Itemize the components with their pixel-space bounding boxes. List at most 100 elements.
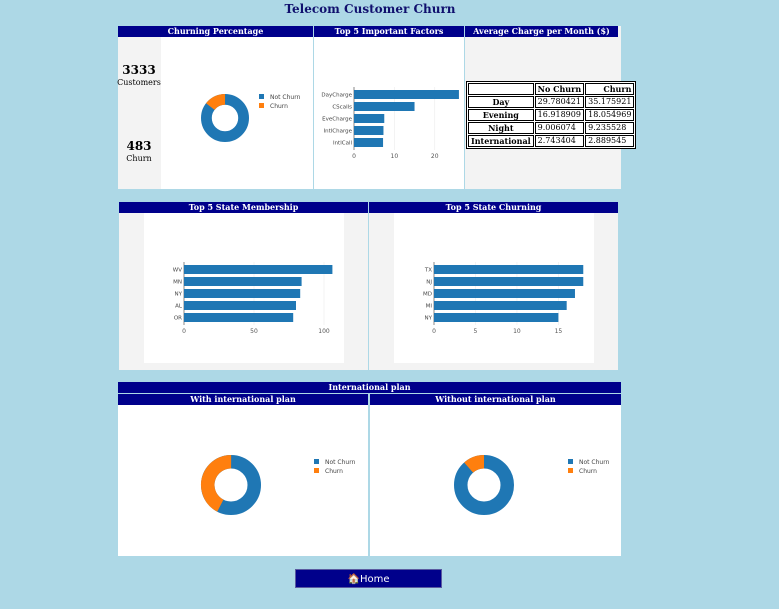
legend-label: Not Churn xyxy=(579,459,610,466)
corner-cell xyxy=(468,83,534,95)
bar xyxy=(184,277,302,286)
col-header-churn: Churn xyxy=(585,83,635,95)
legend-swatch xyxy=(314,459,319,464)
stats-column xyxy=(118,37,161,189)
slice-not-churn xyxy=(454,455,514,515)
category-label: EveCharge xyxy=(322,117,352,123)
bar xyxy=(354,90,459,99)
row-label: International xyxy=(468,135,534,147)
no-churn-cell: 2.743404 xyxy=(534,135,585,147)
without-intl-panel xyxy=(370,394,621,556)
state-churning-header: Top 5 State Churning xyxy=(369,202,618,213)
category-label: MI xyxy=(426,304,433,310)
category-label: NY xyxy=(175,292,183,298)
churn-percentage-header: Churning Percentage xyxy=(118,26,313,37)
churn-label: Churn xyxy=(126,154,152,163)
tick-label: 10 xyxy=(513,328,521,335)
tick-label: 15 xyxy=(555,328,563,335)
with-intl-donut xyxy=(200,455,261,515)
with-intl-header: With international plan xyxy=(118,394,368,405)
tick-label: 0 xyxy=(182,328,186,335)
category-label: OR xyxy=(174,316,182,322)
bar xyxy=(434,289,575,298)
category-label: TX xyxy=(424,268,432,274)
without-intl-header: Without international plan xyxy=(370,394,621,405)
bar xyxy=(354,138,384,147)
bar xyxy=(354,114,385,123)
bar xyxy=(184,313,294,322)
factors-chart: 0 10 20 DayCharge CScalls EveCharge IntlCharge… xyxy=(321,87,459,160)
slice-churn xyxy=(200,93,250,142)
churn-cell: 9.235528 xyxy=(585,122,635,134)
bar xyxy=(354,102,415,111)
international-plan-header: International plan xyxy=(118,382,621,393)
row-label: Night xyxy=(468,122,534,134)
legend-label: Churn xyxy=(270,103,288,110)
col-header-no-churn: No Churn xyxy=(534,83,585,95)
table-row: Day 29.780421 35.175921 xyxy=(468,96,635,108)
tick-label: 10 xyxy=(391,153,399,160)
category-label: WV xyxy=(173,268,182,274)
bar xyxy=(184,289,301,298)
charge-table: No Churn Churn Day 29.780421 35.175921 E… xyxy=(466,81,637,149)
tick-label: 20 xyxy=(431,153,439,160)
category-label: IntlCall xyxy=(333,141,353,147)
slice-churn xyxy=(200,455,261,515)
state-churning-chart: 0 5 10 15 TX NJ MD MI NY xyxy=(394,213,594,363)
churn-cell: 18.054969 xyxy=(585,109,635,121)
legend-swatch xyxy=(259,103,264,108)
tick-label: 5 xyxy=(474,328,478,335)
table-row: Evening 16.918909 18.054969 xyxy=(468,109,635,121)
legend-swatch xyxy=(259,94,264,99)
membership-bars: 0 50 100 WV MN NY AL OR xyxy=(173,262,333,335)
bar xyxy=(184,301,296,310)
category-label: CScalls xyxy=(332,105,352,111)
table-row: Night 9.006074 9.235528 xyxy=(468,122,635,134)
row-label: Evening xyxy=(468,109,534,121)
legend-label: Not Churn xyxy=(325,459,356,466)
bar xyxy=(434,313,559,322)
row-label: Day xyxy=(468,96,534,108)
legend-label: Not Churn xyxy=(270,94,301,101)
with-intl-legend: Not Churn Churn xyxy=(314,459,356,475)
tick-label: 0 xyxy=(432,328,436,335)
legend-swatch xyxy=(568,459,573,464)
customers-label: Customers xyxy=(117,78,161,87)
category-label: MN xyxy=(173,280,182,286)
no-churn-cell: 9.006074 xyxy=(534,122,585,134)
category-label: IntlCharge xyxy=(323,129,352,135)
without-intl-legend: Not Churn Churn xyxy=(568,459,610,475)
slice-churn xyxy=(454,455,514,515)
category-label: NY xyxy=(425,316,433,322)
factors-header: Top 5 Important Factors xyxy=(314,26,464,37)
page-title: Telecom Customer Churn xyxy=(284,2,456,16)
no-churn-cell: 16.918909 xyxy=(534,109,585,121)
customers-count: 3333 xyxy=(122,63,156,77)
home-label: Home xyxy=(359,574,390,585)
bar xyxy=(434,265,584,274)
without-intl-donut xyxy=(454,455,514,515)
with-intl-panel xyxy=(118,394,368,556)
category-label: DayCharge xyxy=(321,93,352,99)
legend-swatch xyxy=(314,468,319,473)
category-label: MD xyxy=(423,292,432,298)
bar xyxy=(354,126,384,135)
tick-label: 50 xyxy=(250,328,258,335)
without-intl-chart: Not Churn Churn xyxy=(454,455,610,515)
churning-bars: 0 5 10 15 TX NJ MD MI NY xyxy=(423,262,584,335)
churn-percentage-chart: Not Churn Churn xyxy=(200,93,301,143)
tick-label: 0 xyxy=(352,153,356,160)
churn-cell: 2.889545 xyxy=(585,135,635,147)
state-membership-header: Top 5 State Membership xyxy=(119,202,368,213)
home-icon: 🏠 xyxy=(347,574,360,585)
home-button[interactable]: 🏠Home xyxy=(295,569,442,588)
table-row: International 2.743404 2.889545 xyxy=(468,135,635,147)
charge-header: Average Charge per Month ($) xyxy=(465,26,618,37)
with-intl-chart: Not Churn Churn xyxy=(200,455,356,515)
churn-cell: 35.175921 xyxy=(585,96,635,108)
factors-bars: 0 10 20 DayCharge CScalls EveCharge IntlCharge… xyxy=(321,87,459,160)
bar xyxy=(434,301,567,310)
category-label: NJ xyxy=(426,280,432,286)
churn-count: 483 xyxy=(126,139,152,153)
churn-donut xyxy=(200,93,250,143)
